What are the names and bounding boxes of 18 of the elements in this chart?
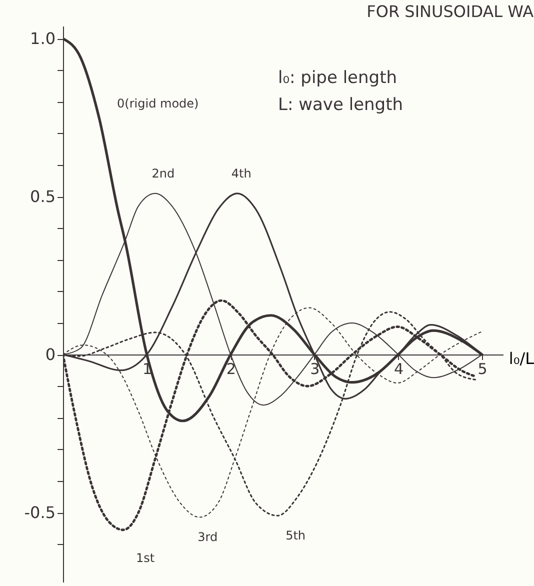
series-label: 3rd [198, 530, 218, 544]
annotation: l₀: pipe length [278, 68, 398, 88]
x-tick-label: 5 [478, 360, 488, 378]
y-tick-label: 0.5 [30, 187, 56, 206]
annotation: L: wave length [278, 95, 404, 115]
x-tick-label: 3 [310, 360, 320, 378]
series-label: 2nd [152, 166, 175, 180]
series-label: 0(rigid mode) [117, 96, 199, 111]
y-tick-label: 0 [45, 345, 56, 364]
x-tick-label: 2 [226, 360, 236, 378]
y-tick-label: -0.5 [24, 503, 56, 522]
y-tick-label: 1.0 [30, 29, 56, 48]
series-label: 4th [231, 166, 252, 180]
series-label: 5th [286, 528, 306, 543]
x-axis-title: l₀/L [508, 349, 534, 368]
series-label: 1st [136, 550, 155, 565]
x-tick-label: 4 [394, 360, 404, 378]
chart-title: FOR SINUSOIDAL WA [366, 2, 534, 21]
